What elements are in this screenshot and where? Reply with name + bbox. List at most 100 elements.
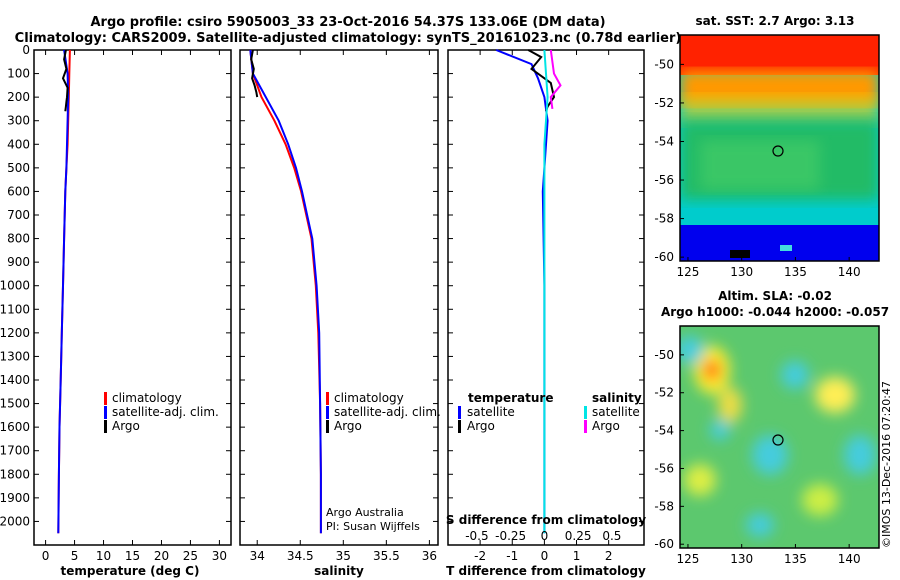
credit-line2: PI: Susan Wijffels <box>326 520 420 533</box>
watermark: ©IMOS 13-Dec-2016 07:20:47 <box>880 381 893 548</box>
y-tick-label: 900 <box>7 255 30 269</box>
legend-swatch-t-argo <box>458 420 461 433</box>
y-tick-label: 2000 <box>0 514 30 528</box>
difference-legend: temperature salinity satellite Argo sate… <box>458 391 642 433</box>
legend-label-s-satellite: satellite <box>592 405 640 419</box>
legend-swatch-satellite <box>104 406 107 419</box>
sla-lon-ticks: 125 130 135 140 <box>677 544 861 566</box>
y-tick-label: 1800 <box>0 467 30 481</box>
sla-lat-ticks: -50 -52 -54 -56 -58 -60 <box>654 348 684 551</box>
s-tick-label: -0.25 <box>495 529 526 543</box>
legend-label-t-argo: Argo <box>467 419 495 433</box>
sla-map-title1: Altim. SLA: -0.02 <box>718 289 832 303</box>
sst-map-frame <box>679 34 880 262</box>
x-tick-label: 0 <box>541 549 549 563</box>
difference-depth-ticks <box>448 49 644 522</box>
series-line-argo <box>250 49 259 98</box>
depth-ticks: 0 100 200 300 400 500 600 700 800 900 1000 1100 1200… <box>0 43 231 528</box>
legend-swatch-s-argo <box>584 420 587 433</box>
series-line-satellite-adj-clim- <box>57 49 70 534</box>
legend-label-t-satellite: satellite <box>467 405 515 419</box>
lat-tick-label: -58 <box>654 499 674 513</box>
lat-tick-label: -54 <box>654 424 674 438</box>
lat-tick-label: -60 <box>654 537 674 551</box>
difference-axes-frame <box>447 49 645 546</box>
y-tick-label: 1700 <box>0 444 30 458</box>
legend-label-satellite: satellite-adj. clim. <box>334 405 441 419</box>
legend-title-temperature: temperature <box>468 391 553 405</box>
y-tick-label: 200 <box>7 90 30 104</box>
lon-tick-label: 125 <box>677 552 700 566</box>
legend-swatch-climatology <box>104 392 107 405</box>
y-tick-label: 100 <box>7 67 30 81</box>
sst-lat-ticks: -50 -52 -54 -56 -58 -60 <box>654 57 684 264</box>
legend-swatch-t-satellite <box>458 406 461 419</box>
y-tick-label: 1000 <box>0 279 30 293</box>
y-tick-label: 500 <box>7 161 30 175</box>
s-tick-label: -0.5 <box>465 529 488 543</box>
lat-tick-label: -50 <box>654 57 674 71</box>
lat-tick-label: -52 <box>654 386 674 400</box>
s-tick-label: 0.5 <box>602 529 621 543</box>
lon-tick-label: 140 <box>838 265 861 279</box>
y-tick-label: 300 <box>7 114 30 128</box>
x-tick-label: 10 <box>96 549 111 563</box>
lon-tick-label: 125 <box>677 265 700 279</box>
y-tick-label: 1200 <box>0 326 30 340</box>
temperature-series <box>57 49 71 534</box>
difference-x-ticks: -2 -1 0 1 2 <box>474 50 612 563</box>
sst-map-title: sat. SST: 2.7 Argo: 3.13 <box>695 14 854 28</box>
legend-swatch-argo <box>104 420 107 433</box>
series-line-salinity-satellite <box>543 49 549 534</box>
lon-tick-label: 130 <box>730 552 753 566</box>
legend-swatch-s-satellite <box>584 406 587 419</box>
lat-tick-label: -56 <box>654 173 674 187</box>
sla-map-image <box>680 326 879 548</box>
y-tick-label: 700 <box>7 208 30 222</box>
sla-map-panel: Altim. SLA: -0.02 Argo h1000: -0.044 h20… <box>654 289 889 566</box>
sla-map-title2: Argo h1000: -0.044 h2000: -0.057 <box>661 305 889 319</box>
x-tick-label: 34.5 <box>287 549 314 563</box>
lat-tick-label: -60 <box>654 250 674 264</box>
legend-label-argo: Argo <box>112 419 140 433</box>
x-tick-label: 2 <box>605 549 613 563</box>
x-tick-label: 5 <box>71 549 79 563</box>
lat-tick-label: -52 <box>654 96 674 110</box>
legend-label-climatology: climatology <box>112 391 182 405</box>
y-tick-label: 1400 <box>0 373 30 387</box>
lon-tick-label: 130 <box>730 265 753 279</box>
x-tick-label: 30 <box>212 549 227 563</box>
x-tick-label: 0 <box>42 549 50 563</box>
sla-map-frame <box>679 325 880 549</box>
lon-tick-label: 140 <box>838 552 861 566</box>
series-line-salinity-argo <box>549 49 562 110</box>
x-tick-label: 35.5 <box>373 549 400 563</box>
x-tick-label: -2 <box>474 549 486 563</box>
series-line-climatology <box>249 49 322 534</box>
t-difference-x-label: T difference from climatology <box>446 564 646 578</box>
series-line-satellite-adj-clim- <box>249 49 322 534</box>
difference-series <box>495 49 562 534</box>
x-tick-label: 15 <box>125 549 140 563</box>
y-tick-label: 1100 <box>0 302 30 316</box>
y-tick-label: 0 <box>22 43 30 57</box>
legend-swatch-argo <box>326 420 329 433</box>
s-tick-label: 0.25 <box>565 529 592 543</box>
figure-title-line1: Argo profile: csiro 5905003_33 23-Oct-20… <box>90 15 605 30</box>
y-tick-label: 1900 <box>0 491 30 505</box>
float-position-marker <box>772 145 784 157</box>
lat-tick-label: -56 <box>654 461 674 475</box>
salinity-depth-ticks <box>240 49 438 522</box>
y-tick-label: 600 <box>7 184 30 198</box>
lat-tick-label: -58 <box>654 212 674 226</box>
temperature-x-label: temperature (deg C) <box>61 564 200 578</box>
y-tick-label: 1600 <box>0 420 30 434</box>
legend-label-climatology: climatology <box>334 391 404 405</box>
salinity-panel: 34 34.5 35 35.5 36 salinity climatology sate… <box>239 49 441 578</box>
credit-line1: Argo Australia <box>326 506 404 519</box>
salinity-axes-frame <box>239 49 439 546</box>
lon-tick-label: 135 <box>784 265 807 279</box>
lon-tick-label: 135 <box>784 552 807 566</box>
x-tick-label: -1 <box>506 549 518 563</box>
s-tick-label: 0 <box>541 529 549 543</box>
